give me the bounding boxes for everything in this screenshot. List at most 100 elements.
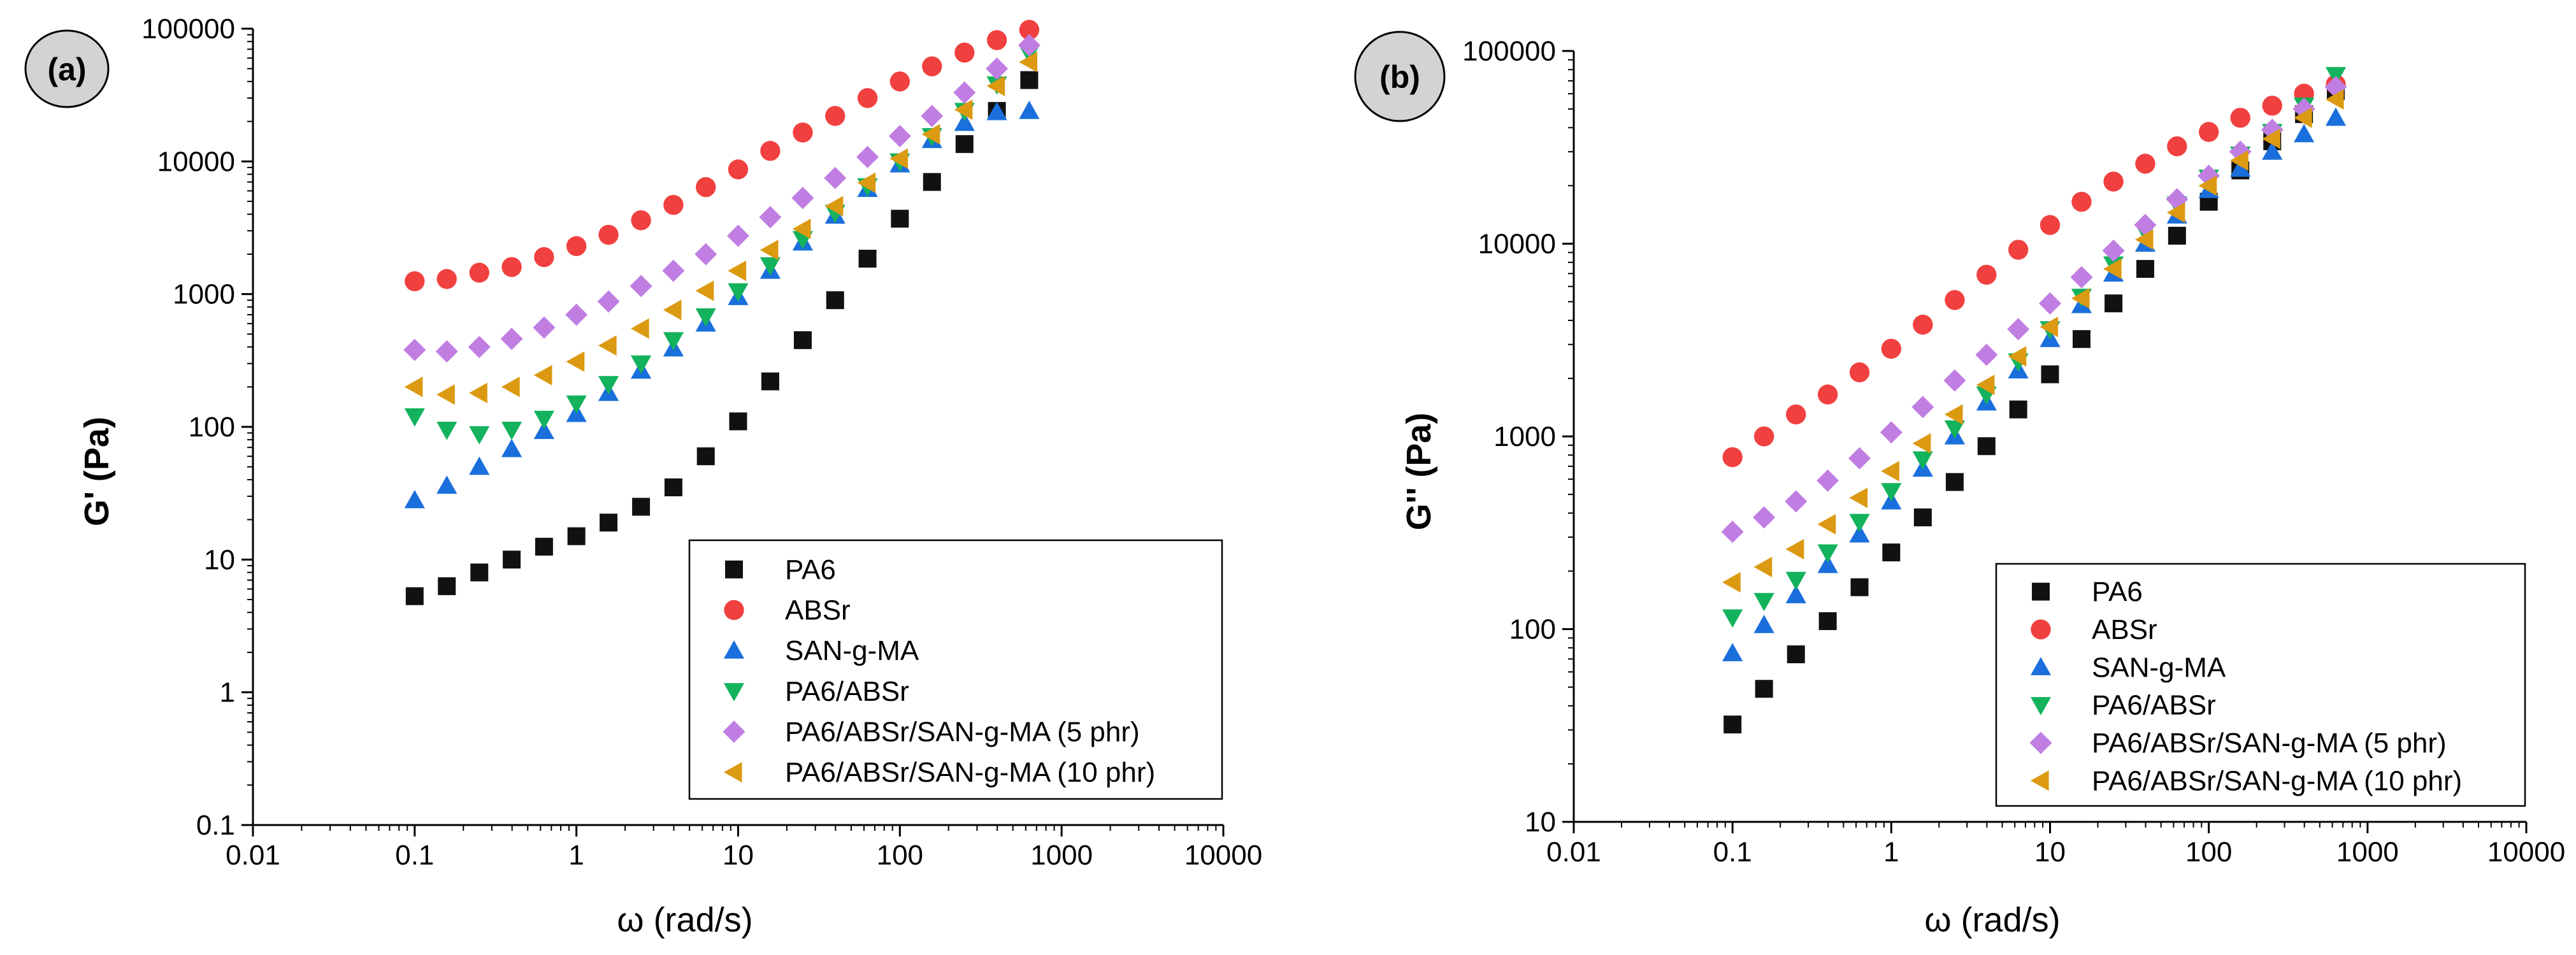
panel-a-label: (a) — [47, 52, 86, 87]
panel-a-badge: (a) — [24, 29, 110, 108]
panel-a-series-2 — [404, 101, 1040, 508]
panel-b-x-tick-label: 1000 — [2336, 837, 2399, 868]
panel-a-legend-marker — [725, 560, 743, 578]
panel-b-data-point — [1817, 469, 1839, 492]
panel-a-data-point — [727, 224, 749, 247]
panel-b-legend-label: ABSr — [2092, 614, 2157, 645]
panel-b-data-point — [2325, 107, 2347, 126]
panel-a-series-0 — [405, 71, 1039, 605]
panel-b-data-point — [1787, 645, 1805, 664]
panel-a-data-point — [759, 240, 779, 261]
panel-b-data-point — [2166, 202, 2185, 223]
panel-b-legend-label: PA6 — [2092, 577, 2143, 608]
panel-a-data-point — [632, 498, 651, 516]
panel-a-data-point — [503, 550, 521, 569]
panel-b-data-point — [1817, 513, 1836, 535]
panel-a-data-point — [565, 303, 588, 326]
panel-a-legend: PA6 ABSr SAN-g-MA PA6/ABSr PA6/ABSr/SAN-g-MA… — [688, 539, 1223, 800]
panel-a-y-tick-label: 1 — [220, 677, 235, 708]
panel-a-data-point — [1019, 20, 1040, 40]
panel-a-data-point — [535, 538, 553, 556]
panel-a-data-point — [824, 196, 844, 217]
panel-a-data-point — [954, 112, 975, 131]
panel-a-data-point — [598, 376, 619, 394]
panel-b-data-point — [1977, 437, 1996, 456]
panel-a-series-3 — [404, 45, 1040, 445]
panel-b-data-point — [2009, 400, 2027, 419]
panel-b-data-point — [1881, 338, 1902, 359]
panel-a-data-point — [696, 177, 716, 197]
panel-b-data-point — [2262, 96, 2282, 116]
panel-a-data-point — [793, 331, 812, 349]
panel-a-data-point — [889, 148, 908, 169]
panel-a-legend-marker — [724, 600, 744, 621]
panel-b-data-point — [1912, 451, 1933, 470]
panel-b-data-point — [2070, 266, 2093, 289]
panel-a-legend-label: PA6/ABSr/SAN-g-MA (5 phr) — [785, 717, 1140, 748]
panel-b-data-point — [1818, 612, 1837, 630]
panel-b-data-point — [2135, 154, 2155, 174]
panel-b-data-point — [1912, 433, 1931, 454]
panel-a-data-point — [436, 384, 455, 405]
panel-b-legend-label: PA6/ABSr — [2092, 690, 2216, 721]
panel-b-x-axis-title: ω (rad/s) — [1924, 901, 2060, 939]
panel-a-badge-circle — [24, 29, 110, 108]
panel-a-data-point — [954, 99, 973, 120]
panel-a-data-point — [761, 372, 779, 391]
panel-a-data-point — [791, 187, 814, 210]
panel-a-data-point — [598, 335, 617, 356]
panel-a-data-point — [566, 236, 587, 256]
panel-a-data-point — [631, 210, 651, 231]
panel-b-data-point — [1722, 643, 1743, 661]
panel-a-data-point — [1019, 101, 1040, 119]
panel-b-data-point — [1817, 554, 1838, 573]
panel-b-data-point — [2007, 318, 2030, 341]
panel-a-data-point — [468, 336, 491, 359]
panel-a-series-4 — [403, 34, 1040, 363]
panel-b-data-point — [1755, 680, 1773, 698]
panel-b-legend-marker — [2031, 619, 2051, 640]
panel-b-x-tick-label: 1 — [1883, 837, 1899, 868]
panel-a-data-point — [759, 206, 782, 229]
panel-a-data-point — [955, 135, 974, 154]
panel-a-data-point — [792, 219, 811, 240]
panel-a-data-point — [825, 106, 845, 126]
panel-b-label: (b) — [1379, 59, 1420, 95]
panel-a-y-tick-label: 10 — [204, 544, 235, 575]
panel-b-data-point — [2134, 213, 2157, 236]
panel-b-data-point — [1722, 447, 1743, 468]
panel-a-data-point — [469, 456, 490, 475]
panel-a-data-point — [921, 104, 944, 127]
panel-a-data-point — [922, 56, 942, 76]
panel-a-data-point — [858, 250, 877, 268]
panel-a-data-point — [567, 527, 586, 545]
panel-b-data-point — [1849, 513, 1870, 533]
panel-a-x-tick-label: 100 — [877, 840, 923, 871]
panel-a-x-tick-label: 0.1 — [395, 840, 434, 871]
panel-a-data-point — [728, 283, 749, 302]
panel-a-data-point — [435, 340, 458, 363]
panel-b-data-point — [1945, 290, 1965, 310]
panel-b-data-point — [2230, 158, 2251, 177]
panel-b-data-point — [2294, 124, 2315, 143]
panel-b-data-point — [1722, 571, 1741, 593]
panel-b-data-point — [1944, 404, 1963, 425]
panel-a-data-point — [534, 247, 554, 268]
panel-a-x-tick-label: 10 — [723, 840, 754, 871]
panel-b-data-point — [1785, 571, 1806, 591]
panel-b-data-point — [2230, 108, 2250, 128]
panel-a-data-point — [597, 290, 620, 313]
panel-a-data-point — [566, 395, 587, 414]
panel-b-data-point — [1817, 384, 1838, 405]
panel-a-data-point — [405, 271, 425, 292]
panel-a-data-point — [469, 262, 489, 283]
panel-b-x-tick-label: 100 — [2185, 837, 2232, 868]
panel-a-data-point — [663, 299, 682, 320]
panel-a-data-point — [533, 420, 555, 440]
panel-b-x-tick-label: 10000 — [2487, 837, 2565, 868]
panel-a-data-point — [695, 308, 716, 327]
panel-a-legend-marker — [723, 762, 742, 783]
panel-b-series-3 — [1722, 67, 2347, 628]
panel-b-legend-box — [1995, 563, 2526, 807]
